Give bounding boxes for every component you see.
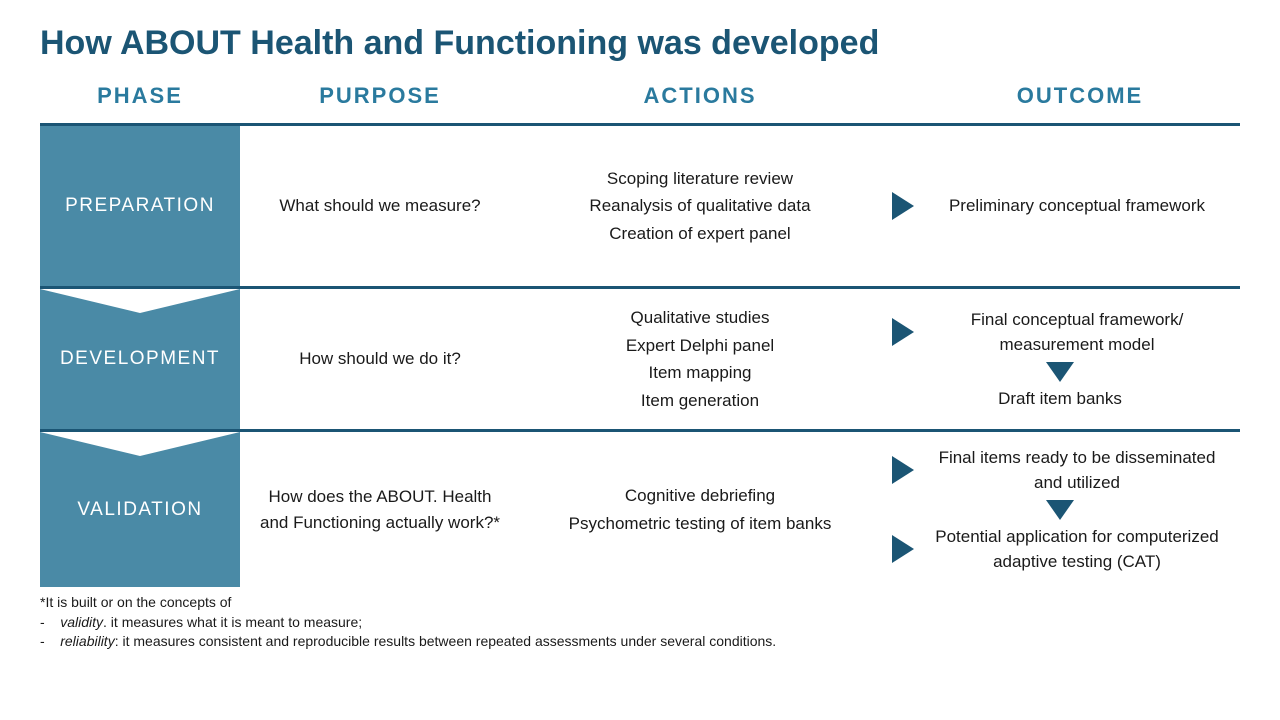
actions-cell: Qualitative studiesExpert Delphi panelIt… <box>520 289 880 429</box>
action-text: Psychometric testing of item banks <box>569 511 832 537</box>
outcome-block: Final conceptual framework/ measurement … <box>892 306 1228 359</box>
triangle-right-icon <box>892 456 914 484</box>
outcome-block: Preliminary conceptual framework <box>892 192 1228 220</box>
actions-cell: Cognitive debriefingPsychometric testing… <box>520 432 880 587</box>
action-text: Expert Delphi panel <box>626 333 774 359</box>
action-text: Item generation <box>641 388 759 414</box>
triangle-right-icon <box>892 318 914 346</box>
action-text: Creation of expert panel <box>609 221 790 247</box>
outcome-text: Preliminary conceptual framework <box>926 193 1228 219</box>
action-text: Cognitive debriefing <box>625 483 775 509</box>
table-row: PREPARATION What should we measure? Scopin… <box>40 126 1240 289</box>
header-actions: ACTIONS <box>520 83 880 109</box>
outcome-cell: Final items ready to be disseminated and… <box>880 432 1240 587</box>
purpose-text: How should we do it? <box>299 346 461 372</box>
footnote-term: reliability <box>60 633 114 649</box>
footnote-lead: *It is built or on the concepts of <box>40 593 1280 613</box>
purpose-cell: How does the ABOUT. Health and Functioni… <box>240 432 520 587</box>
phases-table: PREPARATION What should we measure? Scopin… <box>40 123 1240 587</box>
phase-label: PREPARATION <box>65 195 215 217</box>
footnote-rest: . it measures what it is meant to measur… <box>103 614 362 630</box>
purpose-cell: What should we measure? <box>240 126 520 286</box>
outcome-text: Final items ready to be disseminated and… <box>926 445 1228 496</box>
triangle-right-icon <box>892 192 914 220</box>
footnote-item: validity. it measures what it is meant t… <box>40 613 1280 633</box>
outcome-cell: Preliminary conceptual framework <box>880 126 1240 286</box>
triangle-down-icon <box>1046 362 1074 382</box>
outcome-block: Draft item banks <box>892 385 1228 413</box>
actions-cell: Scoping literature reviewReanalysis of q… <box>520 126 880 286</box>
outcome-text: Draft item banks <box>892 386 1228 412</box>
outcome-cell: Final conceptual framework/ measurement … <box>880 289 1240 429</box>
header-phase: PHASE <box>40 83 240 109</box>
phase-cell: DEVELOPMENT <box>40 289 240 429</box>
outcome-block: Potential application for computerized a… <box>892 523 1228 576</box>
column-headers: PHASE PURPOSE ACTIONS OUTCOME <box>0 63 1280 123</box>
chevron-down-icon <box>40 432 240 456</box>
purpose-text: How does the ABOUT. Health and Functioni… <box>252 484 508 535</box>
action-text: Qualitative studies <box>631 305 770 331</box>
footnote-term: validity <box>60 614 103 630</box>
outcome-text: Final conceptual framework/ measurement … <box>926 307 1228 358</box>
phase-cell: PREPARATION <box>40 126 240 286</box>
triangle-right-icon <box>892 535 914 563</box>
header-purpose: PURPOSE <box>240 83 520 109</box>
action-text: Reanalysis of qualitative data <box>589 193 810 219</box>
header-outcome: OUTCOME <box>880 83 1280 109</box>
phase-label: DEVELOPMENT <box>60 348 220 370</box>
footnote: *It is built or on the concepts ofvalidi… <box>0 587 1280 652</box>
phase-cell: VALIDATION <box>40 432 240 587</box>
purpose-text: What should we measure? <box>279 193 480 219</box>
action-text: Item mapping <box>649 360 752 386</box>
purpose-cell: How should we do it? <box>240 289 520 429</box>
page-title: How ABOUT Health and Functioning was dev… <box>0 0 1280 63</box>
action-text: Scoping literature review <box>607 166 793 192</box>
outcome-text: Potential application for computerized a… <box>926 524 1228 575</box>
footnote-item: reliability: it measures consistent and … <box>40 632 1280 652</box>
chevron-down-icon <box>40 289 240 313</box>
triangle-down-icon <box>1046 500 1074 520</box>
table-row: DEVELOPMENT How should we do it? Qualitati… <box>40 289 1240 432</box>
table-row: VALIDATION How does the ABOUT. Health and… <box>40 432 1240 587</box>
footnote-rest: : it measures consistent and reproducibl… <box>115 633 776 649</box>
outcome-block: Final items ready to be disseminated and… <box>892 444 1228 497</box>
phase-label: VALIDATION <box>77 499 202 521</box>
